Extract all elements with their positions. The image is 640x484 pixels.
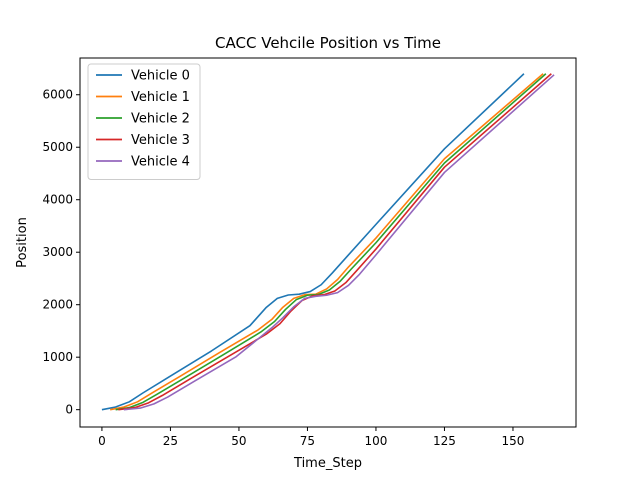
legend-label-vehicle-1: Vehicle 1 [131,90,190,105]
x-tick-label: 75 [300,434,315,448]
x-tick-label: 125 [433,434,456,448]
y-tick-label: 3000 [42,245,73,259]
y-tick-label: 0 [65,403,73,417]
legend-label-vehicle-4: Vehicle 4 [131,155,190,170]
x-tick-label: 150 [502,434,525,448]
legend-label-vehicle-2: Vehicle 2 [131,112,190,127]
y-tick-label: 6000 [42,88,73,102]
x-axis-ticks: 0 25 50 75 100 125 150 [98,427,524,448]
series-line-vehicle-3 [118,73,552,411]
x-tick-label: 50 [231,434,246,448]
y-tick-label: 5000 [42,140,73,154]
y-tick-label: 1000 [42,350,73,364]
y-tick-label: 4000 [42,193,73,207]
legend-label-vehicle-3: Vehicle 3 [131,133,190,148]
series-line-vehicle-2 [115,73,547,411]
x-tick-label: 100 [365,434,388,448]
series-line-vehicle-0 [101,73,525,411]
y-axis-ticks: 0 1000 2000 3000 4000 5000 6000 [42,88,80,417]
x-tick-label: 25 [163,434,178,448]
plot-lines [101,73,555,411]
legend: Vehicle 0 Vehicle 1 Vehicle 2 Vehicle 3 Vehi… [87,63,201,180]
legend-label-vehicle-0: Vehicle 0 [131,69,190,84]
legend-box [87,63,201,180]
y-tick-label: 2000 [42,298,73,312]
plot-frame [79,57,577,428]
series-line-vehicle-4 [123,74,555,411]
x-axis-label: Time_Step [293,456,362,471]
chart-title: CACC Vehcile Position vs Time [215,34,441,52]
x-tick-label: 0 [98,434,106,448]
series-line-vehicle-1 [109,73,544,411]
y-axis-label: Position [15,217,30,268]
